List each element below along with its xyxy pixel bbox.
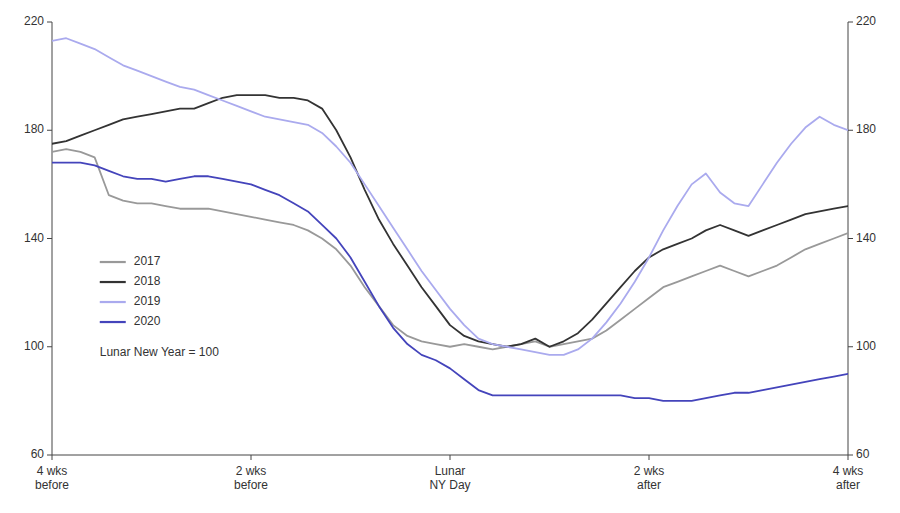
x-tick	[848, 455, 849, 460]
x-tick-label: LunarNY Day	[429, 464, 470, 492]
y-tick	[47, 346, 52, 347]
y-tick-label: 140	[24, 231, 44, 245]
y2-tick-label: 100	[856, 339, 876, 353]
y2-tick-label: 180	[856, 122, 876, 136]
y2-tick-label: 60	[856, 447, 870, 461]
annotation: Lunar New Year = 100	[100, 345, 219, 359]
legend-label: 2018	[134, 274, 161, 288]
legend-swatch	[100, 281, 126, 283]
x-tick-label: 4 wksbefore	[35, 464, 69, 492]
y2-tick	[848, 238, 853, 239]
legend-label: 2019	[134, 294, 161, 308]
series-line	[52, 149, 848, 349]
y2-tick-label: 140	[856, 231, 876, 245]
legend-swatch	[100, 321, 126, 323]
series-line	[52, 38, 848, 355]
plot-area	[52, 38, 848, 401]
legend-label: 2017	[134, 254, 161, 268]
x-tick-label: 2 wksafter	[634, 464, 665, 492]
y-tick	[47, 455, 52, 456]
x-tick-label: 4 wksafter	[833, 464, 864, 492]
y-tick-label: 60	[31, 447, 45, 461]
chart-svg: 60 100 140 180 220 60 100 140 180 220 4 wksbefore 2…	[0, 0, 900, 513]
legend: 2017 2018 2019 2020	[100, 254, 161, 328]
legend-label: 2020	[134, 314, 161, 328]
x-tick	[251, 455, 252, 460]
legend-swatch	[100, 301, 126, 303]
legend-swatch	[100, 261, 126, 263]
x-tick	[52, 455, 53, 460]
y-tick	[47, 22, 52, 23]
y-tick-label: 100	[24, 339, 44, 353]
y2-tick-label: 220	[856, 14, 876, 28]
chart-container: 60 100 140 180 220 60 100 140 180 220 4 wksbefore 2…	[0, 0, 900, 513]
series-line	[52, 163, 848, 401]
x-tick-label: 2 wksbefore	[234, 464, 268, 492]
x-tick	[450, 455, 451, 460]
y-tick	[47, 130, 52, 131]
y2-tick	[848, 346, 853, 347]
y-tick	[47, 238, 52, 239]
axes: 60 100 140 180 220 60 100 140 180 220 4 wksbefore 2…	[24, 14, 876, 492]
x-tick	[649, 455, 650, 460]
y-tick-label: 180	[24, 122, 44, 136]
y2-tick	[848, 22, 853, 23]
y2-tick	[848, 455, 853, 456]
y-tick-label: 220	[24, 14, 44, 28]
y2-tick	[848, 130, 853, 131]
